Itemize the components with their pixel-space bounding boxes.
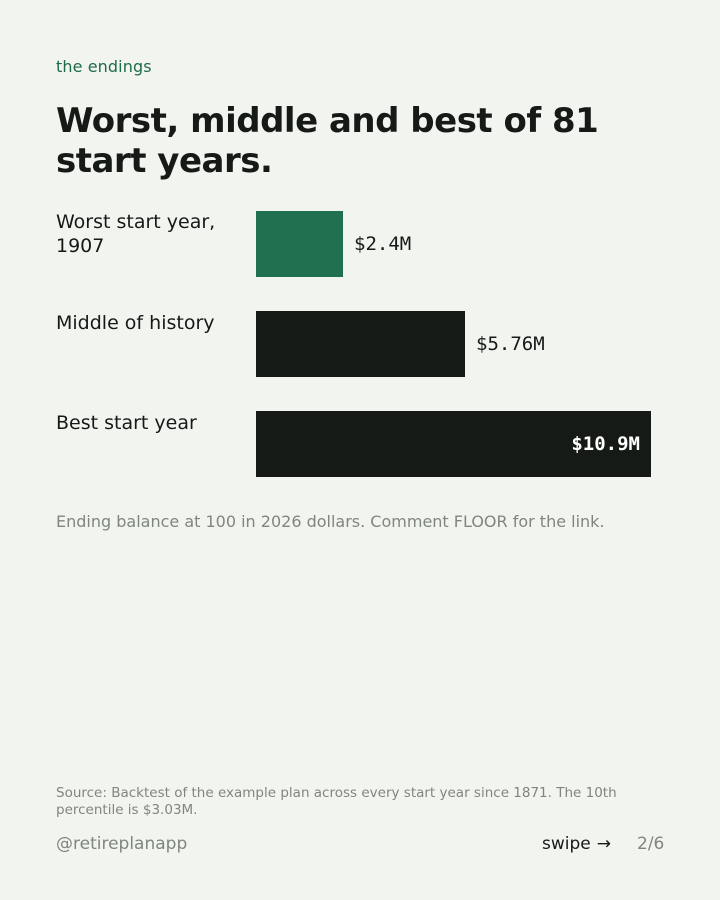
chart-title: Worst, middle and best of 81 start years… — [56, 101, 599, 181]
page-indicator: 2/6 — [637, 834, 665, 854]
account-handle: @retireplanapp — [56, 834, 188, 854]
swipe-label: swipe — [542, 834, 591, 854]
chart-caption: Ending balance at 100 in 2026 dollars. C… — [56, 512, 605, 531]
eyebrow: the endings — [56, 57, 152, 76]
bar-value-label: $10.9M — [571, 433, 640, 455]
bar-chart: Worst start year, 1907 $2.4M Middle of his… — [56, 211, 651, 477]
bar-value-label: $5.76M — [476, 333, 545, 355]
swipe-hint[interactable]: swipe → — [542, 834, 611, 854]
bar-category-label: Best start year — [56, 412, 197, 434]
bar — [256, 211, 343, 277]
bar — [256, 411, 651, 477]
bar-category-label: Worst start year, 1907 — [56, 211, 216, 257]
arrow-right-icon: → — [596, 834, 611, 854]
bar — [256, 311, 465, 377]
bar-category-label: Middle of history — [56, 312, 215, 334]
source-note: Source: Backtest of the example plan acr… — [56, 785, 617, 818]
bar-value-label: $2.4M — [354, 233, 412, 255]
